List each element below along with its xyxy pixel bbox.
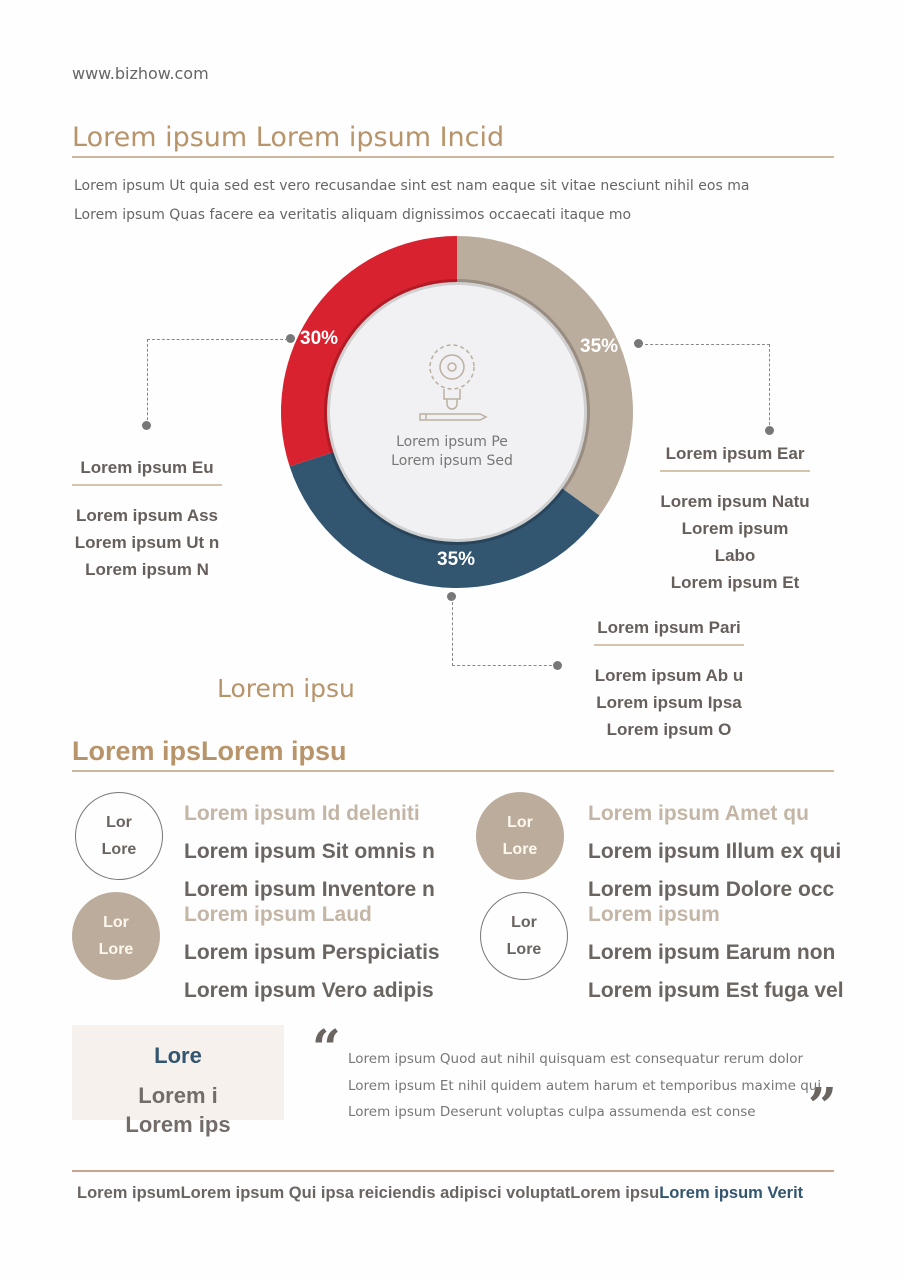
site-url: www.bizhow.com <box>72 64 209 83</box>
group-item: Lorem ipsum Est fuga vel <box>588 979 844 1002</box>
callout-bottom: Lorem ipsum Pari Lorem ipsum Ab u Lorem … <box>594 618 744 743</box>
group-item: Lorem ipsum Inventore n <box>184 878 435 901</box>
donut-slice <box>457 236 633 516</box>
quote-line: Lorem ipsum Et nihil quidem autem harum … <box>348 1078 822 1094</box>
footer-main: Lorem ipsumLorem ipsum Qui ipsa reiciend… <box>77 1184 660 1202</box>
group-badge: Lor Lore <box>75 792 163 880</box>
open-quote-icon: “ <box>312 1018 341 1077</box>
group-item: Lorem ipsum Earum non <box>588 941 836 964</box>
center-text: Lorem ipsum Pe <box>396 434 508 450</box>
callout-heading: Lorem ipsum Pari <box>594 618 744 646</box>
slice-label: 35% <box>437 549 476 570</box>
section-divider <box>72 770 834 772</box>
footer-divider <box>72 1170 834 1172</box>
donut-slice <box>280 236 457 467</box>
callout-heading: Lorem ipsum Eu <box>72 458 222 486</box>
connector-line <box>452 597 557 666</box>
callout-line: Lorem ipsum Natu <box>660 492 810 511</box>
group-item: Lorem ipsum Vero adipis <box>184 979 434 1002</box>
box-title: Lore <box>154 1043 202 1068</box>
quote-line: Lorem ipsum Deserunt voluptas culpa assu… <box>348 1104 756 1120</box>
callout-line: Lorem ipsum O <box>606 720 732 739</box>
intro-line: Lorem ipsum Ut quia sed est vero recusan… <box>74 178 750 194</box>
group-item: Lorem ipsum Id deleniti <box>184 802 420 825</box>
connector-dot <box>447 592 456 601</box>
callout-line: Lorem ipsum Ipsa <box>596 693 742 712</box>
page-title: Lorem ipsum Lorem ipsum Incid <box>72 122 505 153</box>
donut-center <box>330 285 584 539</box>
quote-line: Lorem ipsum Quod aut nihil quisquam est … <box>348 1051 804 1067</box>
connector-dot <box>765 426 774 435</box>
group-item: Lorem ipsum <box>588 903 720 926</box>
group-item: Lorem ipsum Perspiciatis <box>184 941 440 964</box>
lightbulb-gear-pencil-icon <box>419 344 488 421</box>
callout-line: Lorem ipsum N <box>85 560 209 579</box>
callout-line: Lorem ipsum Ut n <box>74 533 220 552</box>
group-badge: Lor Lore <box>480 892 568 980</box>
group-badge: Lor Lore <box>72 892 160 980</box>
group-item: Lorem ipsum Laud <box>184 903 372 926</box>
callout-line: Lorem ipsum Et <box>670 573 800 592</box>
callout-right: Lorem ipsum Ear Lorem ipsum Natu Lorem i… <box>660 444 810 596</box>
footer-text: Lorem ipsumLorem ipsum Qui ipsa reiciend… <box>77 1184 803 1203</box>
donut-chart <box>280 236 633 589</box>
callout-line: Lorem ipsum Labo <box>681 519 789 565</box>
connector-line <box>640 344 770 430</box>
center-text: Lorem ipsum Sed <box>391 453 513 469</box>
intro-line: Lorem ipsum Quas facere ea veritatis ali… <box>74 207 632 223</box>
close-quote-icon: ” <box>808 1076 837 1135</box>
section-title: Lorem ipsLorem ipsu <box>72 736 347 766</box>
slice-label: 30% <box>300 328 339 349</box>
box-line: Lorem i <box>138 1083 218 1108</box>
connector-dot <box>553 661 562 670</box>
connector-dot <box>142 421 151 430</box>
donut-slice <box>289 452 600 589</box>
subcaption: Lorem ipsu <box>217 674 355 703</box>
highlight-box <box>72 1025 284 1120</box>
callout-line: Lorem ipsum Ab u <box>594 666 744 685</box>
group-item: Lorem ipsum Amet qu <box>588 802 809 825</box>
group-item: Lorem ipsum Illum ex qui <box>588 840 842 863</box>
group-badge: Lor Lore <box>476 792 564 880</box>
group-item: Lorem ipsum Dolore occ <box>588 878 835 901</box>
callout-line: Lorem ipsum Ass <box>75 506 219 525</box>
callout-left: Lorem ipsum Eu Lorem ipsum Ass Lorem ips… <box>72 458 222 583</box>
footer-accent: Lorem ipsum Verit <box>659 1184 804 1202</box>
slice-label: 35% <box>580 336 619 357</box>
connector-dot <box>634 339 643 348</box>
callout-heading: Lorem ipsum Ear <box>660 444 810 472</box>
box-line: Lorem ips <box>125 1112 231 1137</box>
connector-line <box>147 339 288 425</box>
group-item: Lorem ipsum Sit omnis n <box>184 840 435 863</box>
title-divider <box>72 156 834 158</box>
highlight-content: Lore Lorem i Lorem ips <box>72 1043 284 1139</box>
connector-dot <box>286 334 295 343</box>
